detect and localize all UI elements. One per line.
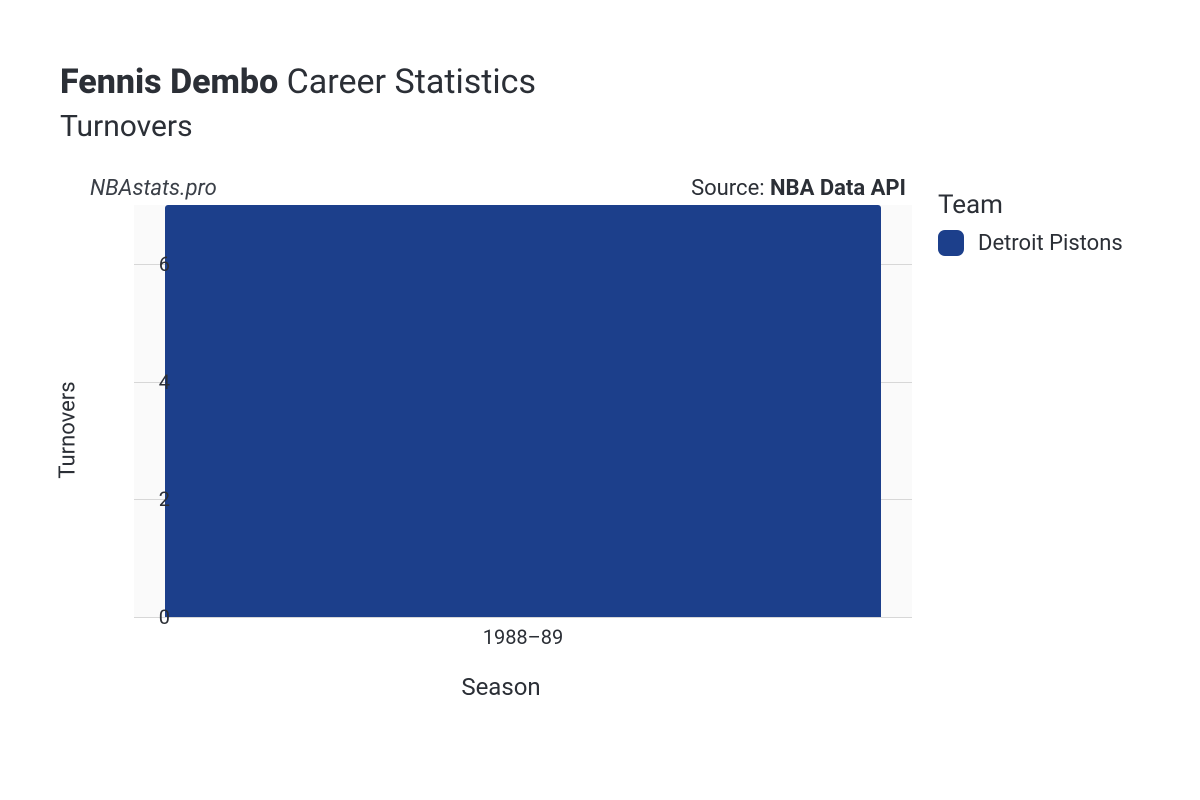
legend-item: Detroit Pistons [938, 230, 1123, 256]
title-rest: Career Statistics [287, 62, 536, 102]
legend-label: Detroit Pistons [978, 231, 1123, 256]
title-player: Fennis Dembo [60, 62, 278, 102]
chart-subtitle: Turnovers [60, 109, 536, 144]
source-line: Source: NBA Data API [691, 176, 906, 201]
legend: Team Detroit Pistons [938, 190, 1123, 256]
chart-title: Fennis Dembo Career Statistics [60, 62, 536, 103]
bar [165, 205, 881, 617]
y-axis-label: Turnovers [56, 381, 81, 478]
legend-swatch [938, 230, 964, 256]
chart-container: Fennis Dembo Career Statistics Turnovers… [0, 0, 1200, 800]
x-axis-label: Season [461, 673, 540, 701]
y-tick-label: 4 [130, 370, 170, 394]
gridline [134, 617, 912, 618]
plot-region [134, 205, 912, 617]
chart-area: Turnovers Season 02461988–89 [90, 205, 912, 655]
watermark-text: NBAstats.pro [90, 176, 217, 201]
source-label: Source: [691, 176, 770, 201]
x-tick-label: 1988–89 [483, 625, 564, 649]
legend-title: Team [938, 190, 1123, 220]
y-tick-label: 2 [130, 487, 170, 511]
title-block: Fennis Dembo Career Statistics Turnovers [60, 62, 536, 144]
source-value: NBA Data API [770, 176, 906, 201]
y-tick-label: 0 [130, 605, 170, 629]
y-tick-label: 6 [130, 252, 170, 276]
